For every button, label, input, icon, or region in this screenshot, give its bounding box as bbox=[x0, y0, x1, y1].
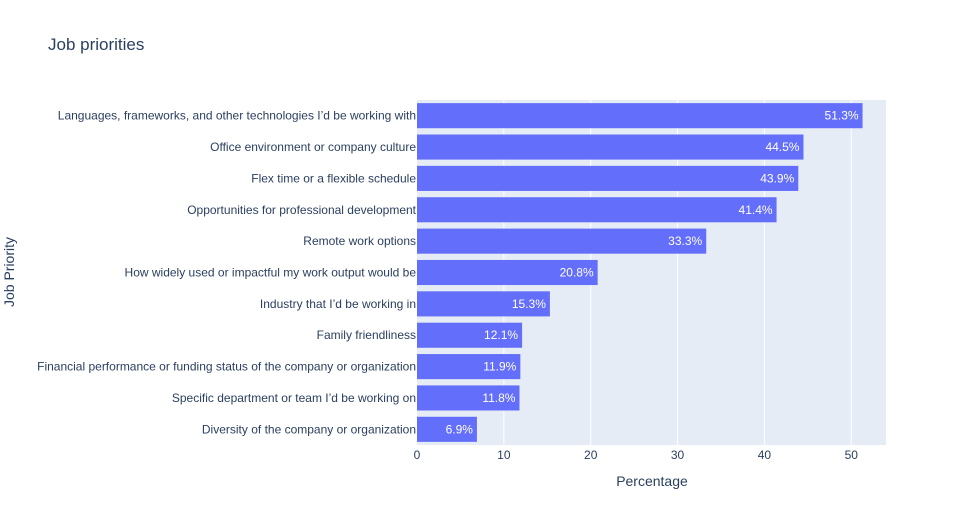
bar bbox=[417, 134, 804, 160]
bar-labels: 51.3% 44.5% 43.9% 41.4% 33.3% 20.8% 15.3% 12.1%… bbox=[446, 109, 859, 437]
bar bbox=[417, 165, 799, 191]
y-tick-label: Industry that I’d be working in bbox=[260, 297, 416, 311]
bar-value-label: 44.5% bbox=[765, 140, 799, 154]
bar bbox=[417, 291, 550, 317]
y-tick-label: Opportunities for professional developme… bbox=[187, 203, 416, 217]
x-tick-label: 0 bbox=[414, 448, 421, 462]
bar-value-label: 33.3% bbox=[668, 234, 702, 248]
x-tick-label: 20 bbox=[584, 448, 598, 462]
bar-value-label: 15.3% bbox=[512, 297, 546, 311]
y-tick-label: Diversity of the company or organization bbox=[202, 422, 416, 436]
y-tick-label: Family friendliness bbox=[317, 328, 416, 342]
bar bbox=[417, 354, 521, 380]
bar-value-label: 11.8% bbox=[482, 391, 515, 405]
bar bbox=[417, 259, 598, 286]
bar-value-label: 43.9% bbox=[760, 171, 794, 185]
bar bbox=[417, 228, 707, 254]
y-tick-labels: Languages, frameworks, and other technol… bbox=[37, 109, 417, 437]
chart-title: Job priorities bbox=[48, 35, 144, 54]
x-tick-labels: 0 10 20 30 40 50 bbox=[414, 448, 859, 462]
bar-value-label: 12.1% bbox=[484, 328, 518, 342]
x-tick-label: 30 bbox=[671, 448, 685, 462]
bar bbox=[417, 197, 777, 223]
bar-value-label: 20.8% bbox=[560, 266, 594, 280]
y-tick-label: Remote work options bbox=[303, 234, 416, 248]
bar bbox=[417, 103, 863, 129]
x-tick-label: 10 bbox=[497, 448, 511, 462]
y-tick-label: Financial performance or funding status … bbox=[37, 360, 416, 374]
y-tick-label: Office environment or company culture bbox=[210, 140, 416, 154]
bars bbox=[417, 103, 863, 442]
bar bbox=[417, 416, 477, 442]
bar-value-label: 6.9% bbox=[446, 422, 474, 436]
y-tick-label: Languages, frameworks, and other technol… bbox=[58, 109, 416, 123]
bar-value-label: 41.4% bbox=[739, 203, 773, 217]
x-tick-label: 50 bbox=[845, 448, 859, 462]
bar-value-label: 51.3% bbox=[825, 109, 859, 123]
y-tick-label: How widely used or impactful my work out… bbox=[125, 266, 417, 280]
y-axis-title: Job Priority bbox=[1, 237, 17, 307]
x-axis-title: Percentage bbox=[616, 473, 688, 489]
y-tick-label: Flex time or a flexible schedule bbox=[251, 171, 416, 185]
bar bbox=[417, 385, 520, 411]
x-tick-label: 40 bbox=[758, 448, 772, 462]
bar-value-label: 11.9% bbox=[483, 360, 516, 374]
y-tick-label: Specific department or team I’d be worki… bbox=[172, 391, 416, 405]
bar bbox=[417, 322, 523, 348]
